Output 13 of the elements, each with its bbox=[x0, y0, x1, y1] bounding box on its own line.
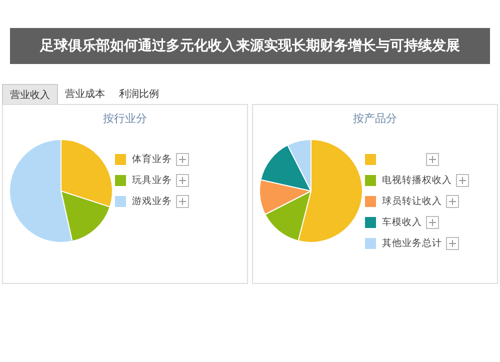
text: 足球俱乐部如何通过多元化收入来源实现长期财务增长与可持续发展 bbox=[10, 28, 490, 64]
text: 营业收入 bbox=[2, 84, 58, 104]
legend-label: 体育业务 bbox=[132, 153, 172, 166]
legend-label: 电视转播权收入 bbox=[382, 174, 452, 187]
chart-title: 按行业分 bbox=[102, 111, 148, 127]
legend-label: 游戏业务 bbox=[132, 195, 172, 208]
text: 营业成本 bbox=[64, 88, 106, 102]
legend-label: 玩具业务 bbox=[132, 174, 172, 187]
legend-label: 其他业务总计 bbox=[382, 237, 442, 250]
legend-label: 球员转让收入 bbox=[382, 195, 442, 208]
text: 按产品分 bbox=[352, 111, 398, 127]
legend-label: 车模收入 bbox=[382, 216, 422, 229]
text: 利润比例 bbox=[118, 88, 160, 102]
